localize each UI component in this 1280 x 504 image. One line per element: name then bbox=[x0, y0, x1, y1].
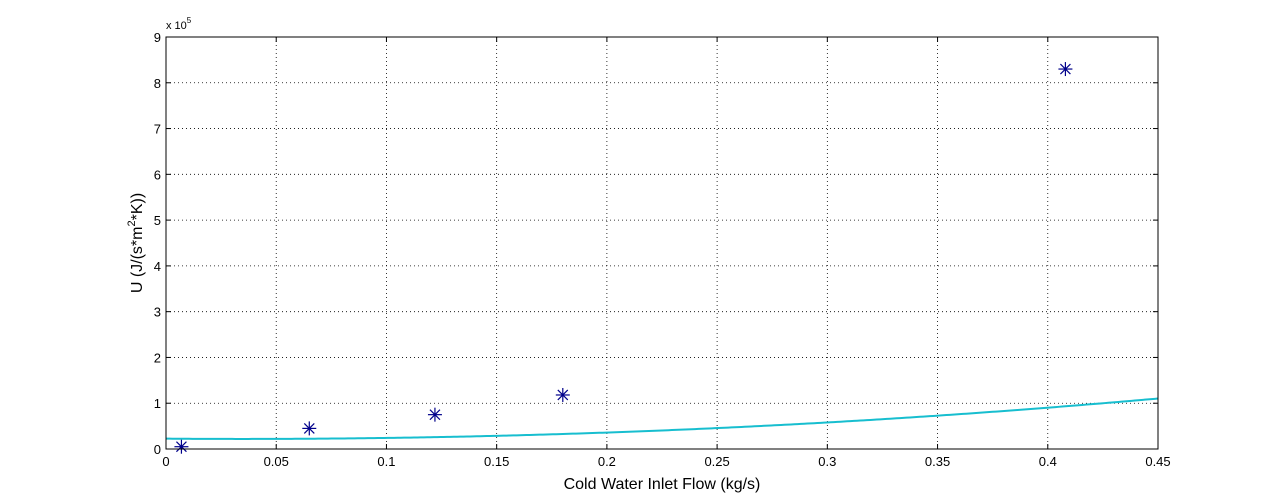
x-tick-label: 0.1 bbox=[377, 454, 395, 469]
y-tick-label: 6 bbox=[154, 167, 161, 182]
x-tick-label: 0.15 bbox=[484, 454, 509, 469]
x-tick-label: 0.35 bbox=[925, 454, 950, 469]
y-tick-label: 1 bbox=[154, 396, 161, 411]
fit-curve bbox=[165, 397, 1159, 440]
y-axis-label-base: U (J/(s*m bbox=[129, 227, 146, 294]
y-axis-label-sup: 2 bbox=[126, 220, 138, 226]
y-axis-label-tail: *K)) bbox=[129, 193, 146, 221]
y-axis-multiplier: x 105 bbox=[166, 16, 192, 32]
multiplier-base: x 10 bbox=[166, 20, 187, 32]
x-tick-label: 0.2 bbox=[598, 454, 616, 469]
x-tick-label: 0.4 bbox=[1039, 454, 1057, 469]
data-markers-layer bbox=[174, 62, 1073, 454]
y-tick-label: 0 bbox=[154, 442, 161, 457]
y-axis-label: U (J/(s*m2*K)) bbox=[126, 193, 146, 293]
data-point-marker bbox=[555, 387, 570, 402]
y-tick-label: 9 bbox=[154, 30, 161, 45]
y-tick-label: 2 bbox=[154, 350, 161, 365]
marker-stroke bbox=[176, 441, 187, 453]
x-tick-label: 0 bbox=[162, 454, 169, 469]
marker-stroke bbox=[1059, 63, 1071, 75]
x-tick-label: 0.45 bbox=[1145, 454, 1170, 469]
x-tick-label: 0.05 bbox=[264, 454, 289, 469]
marker-stroke bbox=[429, 409, 441, 421]
grid bbox=[166, 37, 1158, 449]
x-tick-labels: 0 0.05 0.1 0.15 0.2 0.25 0.3 0.35 0.4 0.45 bbox=[162, 454, 1170, 469]
marker-stroke bbox=[557, 389, 569, 401]
plot-frame bbox=[165, 36, 1159, 450]
y-tick-label: 5 bbox=[154, 213, 161, 228]
marker-stroke bbox=[303, 422, 315, 434]
axis-ticks bbox=[165, 36, 1159, 450]
y-tick-labels: 0 1 2 3 4 5 6 7 8 9 bbox=[154, 30, 161, 457]
y-tick-label: 7 bbox=[154, 122, 161, 137]
fit-curve-layer bbox=[165, 397, 1159, 440]
data-point-marker bbox=[302, 421, 317, 436]
y-tick-label: 3 bbox=[154, 305, 161, 320]
data-point-marker bbox=[427, 407, 442, 422]
data-point-marker bbox=[174, 439, 189, 454]
y-tick-label: 4 bbox=[154, 259, 161, 274]
x-tick-label: 0.25 bbox=[704, 454, 729, 469]
y-tick-label: 8 bbox=[154, 76, 161, 91]
x-axis-label: Cold Water Inlet Flow (kg/s) bbox=[564, 476, 761, 493]
multiplier-exponent: 5 bbox=[187, 16, 192, 25]
x-tick-label: 0.3 bbox=[818, 454, 836, 469]
data-point-marker bbox=[1058, 62, 1073, 77]
